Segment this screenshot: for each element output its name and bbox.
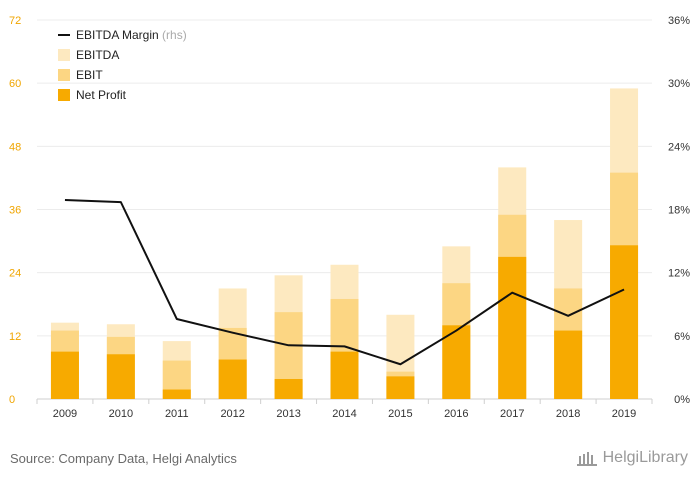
legend-label: Net Profit xyxy=(76,88,127,102)
combo-chart: 0 0% 12 6% 24 12% 36 18% 48 24% 60 30% 72 36% 2009 2010… xyxy=(9,15,690,420)
bar-net-profit xyxy=(498,256,527,399)
legend-label-text: EBIT xyxy=(76,68,103,82)
legend-label-suffix: (rhs) xyxy=(159,28,187,42)
left-tick-label: 60 xyxy=(9,78,21,90)
bar-net-profit xyxy=(106,354,135,399)
bar-net-profit xyxy=(330,351,359,399)
legend-swatch xyxy=(58,49,70,61)
right-tick-label: 36% xyxy=(668,15,690,27)
legend-label-text: EBITDA Margin xyxy=(76,28,159,42)
left-tick-label: 72 xyxy=(9,15,21,27)
bar-net-profit xyxy=(554,330,583,399)
line-ebitda-margin xyxy=(64,199,625,366)
bar-net-profit xyxy=(442,325,471,399)
left-tick-label: 12 xyxy=(9,331,21,343)
x-tick-label: 2012 xyxy=(220,408,244,420)
bar-net-profit xyxy=(386,376,415,399)
legend-label: EBITDA Margin (rhs) xyxy=(76,28,187,42)
x-tick-label: 2014 xyxy=(332,408,356,420)
right-tick-label: 12% xyxy=(668,268,690,280)
legend-label-text: Net Profit xyxy=(76,88,127,102)
right-tick-label: 6% xyxy=(674,331,690,343)
x-tick-label: 2019 xyxy=(612,408,636,420)
left-tick-label: 48 xyxy=(9,141,21,153)
left-tick-label: 36 xyxy=(9,205,21,217)
right-tick-label: 0% xyxy=(674,394,690,406)
legend-label: EBITDA xyxy=(76,48,119,62)
bar-net-profit xyxy=(218,359,247,399)
bar-net-profit xyxy=(162,389,191,399)
x-tick-label: 2016 xyxy=(444,408,468,420)
right-tick-label: 30% xyxy=(668,78,690,90)
x-tick-label: 2010 xyxy=(109,408,133,420)
library-icon xyxy=(576,452,597,466)
x-tick-label: 2018 xyxy=(556,408,580,420)
legend-swatch xyxy=(58,89,70,101)
left-tick-label: 0 xyxy=(9,394,15,406)
right-tick-label: 18% xyxy=(668,205,690,217)
brand-name: HelgiLibrary xyxy=(602,449,688,466)
bar-net-profit xyxy=(274,378,303,399)
x-tick-label: 2009 xyxy=(53,408,77,420)
x-tick-label: 2013 xyxy=(276,408,300,420)
x-tick-label: 2015 xyxy=(388,408,412,420)
x-tick-label: 2017 xyxy=(500,408,524,420)
legend-label-text: EBITDA xyxy=(76,48,119,62)
bar-net-profit xyxy=(610,245,639,399)
x-tick-label: 2011 xyxy=(165,408,189,420)
bar-net-profit xyxy=(50,351,79,399)
left-tick-label: 24 xyxy=(9,268,21,280)
right-tick-label: 24% xyxy=(668,141,690,153)
legend-label: EBIT xyxy=(76,68,103,82)
source-note: Source: Company Data, Helgi Analytics xyxy=(10,451,237,466)
legend-swatch xyxy=(58,69,70,81)
brand-logo: HelgiLibrary xyxy=(576,449,688,467)
